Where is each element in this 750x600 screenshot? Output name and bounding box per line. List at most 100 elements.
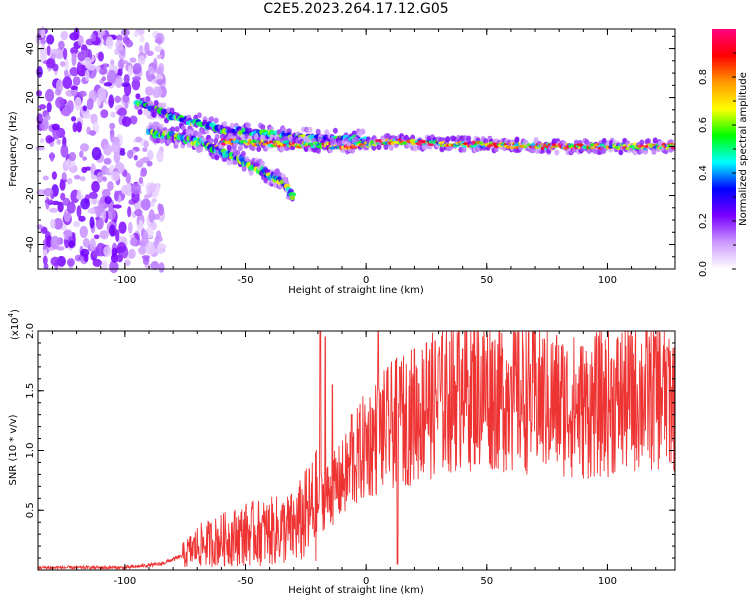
heatmap-cell <box>83 253 89 263</box>
heatmap-cell <box>55 96 65 109</box>
heatmap-cell <box>241 165 247 172</box>
heatmap-cell <box>36 90 42 97</box>
heatmap-cell <box>461 146 467 153</box>
heatmap-cell <box>43 263 49 270</box>
heatmap-cell <box>90 33 96 42</box>
heatmap-cell <box>118 221 127 234</box>
heatmap-cell <box>554 149 560 156</box>
heatmap-cell <box>72 76 81 86</box>
heatmap-cell <box>315 128 321 135</box>
heatmap-cell <box>114 95 122 103</box>
heatmap-cell <box>96 171 104 183</box>
heatmap-cell <box>82 105 88 112</box>
heatmap-cell <box>68 152 77 162</box>
heatmap-cell <box>38 104 47 110</box>
heatmap-cell <box>66 201 76 214</box>
heatmap-cell <box>39 46 46 52</box>
heatmap-cell <box>117 59 125 70</box>
heatmap-cell <box>45 235 53 248</box>
heatmap-cell <box>36 66 43 78</box>
heatmap-cell <box>120 82 130 87</box>
heatmap-cell <box>70 85 79 90</box>
snr-x-tick-label: 0 <box>363 576 369 587</box>
heatmap-cell <box>145 96 151 103</box>
heatmap-y-tick-label: 0 <box>25 143 36 149</box>
heatmap-cell <box>316 147 321 154</box>
heatmap-cell <box>36 113 43 125</box>
heatmap-cell <box>61 171 67 181</box>
heatmap-cell <box>161 102 167 109</box>
heatmap-y-axis: -40 -20 0 20 40 <box>25 35 675 270</box>
heatmap-cell <box>198 146 204 153</box>
colorbar-tick-label: 0.0 <box>698 261 709 277</box>
heatmap-cell <box>108 94 115 109</box>
heatmap-cell <box>107 181 114 191</box>
heatmap-cell <box>639 139 645 146</box>
heatmap-cell <box>91 180 100 193</box>
heatmap-cell <box>671 146 676 150</box>
heatmap-cell <box>60 30 69 41</box>
heatmap-cell <box>103 143 113 156</box>
heatmap-cell <box>42 175 49 181</box>
heatmap-y-tick-label: 20 <box>25 91 36 104</box>
heatmap-cell <box>95 242 106 257</box>
heatmap-cell <box>43 187 54 197</box>
heatmap-cell <box>58 40 65 50</box>
heatmap-cell <box>80 198 91 210</box>
heatmap-cell <box>91 146 102 161</box>
heatmap-cell <box>48 207 59 213</box>
heatmap-cell <box>158 123 164 130</box>
heatmap-cell <box>40 226 48 234</box>
snr-y-tick-label: 2.0 <box>25 323 36 339</box>
snr-x-axis-label: Height of straight line (km) <box>288 585 424 596</box>
heatmap-cell <box>131 183 141 195</box>
heatmap-cell <box>466 135 472 142</box>
heatmap-cell <box>250 145 256 152</box>
snr-y-tick-label: 1.0 <box>25 443 36 459</box>
heatmap-cell <box>135 136 143 143</box>
heatmap-cell <box>138 246 147 255</box>
heatmap-cell <box>76 189 82 200</box>
heatmap-cell <box>153 100 159 106</box>
heatmap-cell <box>439 146 445 153</box>
colorbar-tick-label: 0.2 <box>698 213 709 229</box>
heatmap-cell <box>127 221 133 234</box>
heatmap-cell <box>90 174 98 180</box>
heatmap-cell <box>104 196 112 205</box>
heatmap-cell <box>90 198 99 205</box>
heatmap-cell <box>148 100 154 107</box>
heatmap-cell <box>209 116 214 123</box>
heatmap-cell <box>143 230 149 240</box>
heatmap-cell <box>74 96 82 111</box>
heatmap-y-tick-label: -20 <box>25 187 36 203</box>
heatmap-cell <box>652 137 658 144</box>
heatmap-cell <box>89 238 96 251</box>
heatmap-cell <box>62 47 68 60</box>
heatmap-cell <box>156 242 165 255</box>
heatmap-cell <box>409 138 416 142</box>
heatmap-cell <box>78 90 87 97</box>
heatmap-cell <box>643 148 649 155</box>
snr-scale-close: ) <box>10 309 21 313</box>
heatmap-cell <box>110 111 116 118</box>
heatmap-cell <box>82 237 90 248</box>
heatmap-x-tick-label: 0 <box>363 275 369 286</box>
heatmap-cell <box>133 154 138 161</box>
heatmap-cell <box>213 138 219 144</box>
heatmap-cell <box>79 143 90 152</box>
heatmap-cell <box>135 93 141 100</box>
heatmap-cell <box>174 126 180 133</box>
heatmap-cell <box>128 248 136 259</box>
heatmap-cell <box>214 154 220 161</box>
heatmap-cell <box>131 78 141 91</box>
heatmap-cell <box>288 192 297 197</box>
heatmap-cell <box>154 38 162 44</box>
heatmap-cell <box>44 199 54 204</box>
heatmap-cell <box>60 108 71 116</box>
heatmap-cell <box>89 130 97 136</box>
heatmap-cell <box>151 198 157 203</box>
heatmap-cell <box>139 172 146 177</box>
heatmap-cell <box>196 131 202 138</box>
heatmap-cell <box>119 150 126 156</box>
